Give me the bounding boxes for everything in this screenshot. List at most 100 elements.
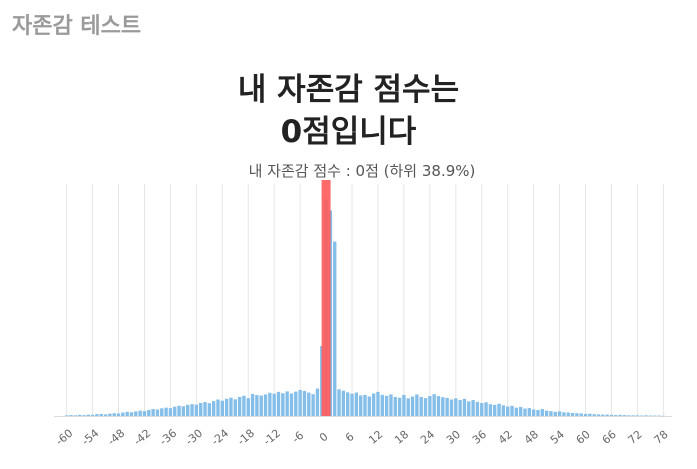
distribution-bar <box>255 395 259 416</box>
x-tick-label: 66 <box>600 428 619 447</box>
distribution-bar <box>527 408 531 416</box>
distribution-bar <box>540 409 544 416</box>
result-headline-line1: 내 자존감 점수는 <box>237 72 460 108</box>
distribution-bar <box>506 406 510 416</box>
distribution-bar <box>276 391 281 416</box>
x-tick-label: 30 <box>444 428 463 447</box>
distribution-bar <box>285 391 289 416</box>
distribution-bar <box>601 414 605 416</box>
distribution-bar <box>216 399 220 416</box>
distribution-bar <box>536 409 540 416</box>
distribution-bar <box>211 401 216 416</box>
distribution-bar <box>441 397 445 416</box>
distribution-bar <box>350 393 354 416</box>
distribution-bar <box>514 407 519 416</box>
distribution-chart: -60 -54 -48 -42 -36 -30 -24 -18 -12 -6 0 6 12 18 24 30 3… <box>0 180 697 465</box>
x-tick-label: 72 <box>626 428 645 447</box>
distribution-bar <box>562 412 566 416</box>
distribution-bar <box>419 396 423 416</box>
distribution-bar <box>406 398 410 416</box>
distribution-bar <box>618 414 622 416</box>
distribution-bar <box>605 414 609 416</box>
distribution-bar <box>250 393 255 416</box>
distribution-bar <box>289 393 294 416</box>
distribution-bar <box>596 414 601 416</box>
x-tick-label: 6 <box>343 430 357 444</box>
distribution-bar <box>108 413 112 416</box>
distribution-bar <box>151 409 155 416</box>
x-tick-label: 48 <box>522 428 541 447</box>
distribution-bar <box>648 415 653 417</box>
my-score-marker <box>321 180 331 416</box>
distribution-bar <box>380 394 384 416</box>
x-tick-label: -60 <box>53 427 75 449</box>
distribution-bar <box>661 415 666 417</box>
distribution-bar <box>121 412 125 416</box>
distribution-bar <box>168 408 173 416</box>
distribution-bar <box>454 398 458 416</box>
distribution-bar <box>307 392 311 416</box>
distribution-bar <box>95 414 99 416</box>
distribution-bar <box>501 405 506 416</box>
x-tick-label: 12 <box>366 428 385 447</box>
distribution-bar <box>592 414 596 416</box>
distribution-bar <box>432 394 436 416</box>
distribution-bar <box>389 394 393 416</box>
distribution-bar <box>363 394 367 416</box>
distribution-bar <box>116 413 121 416</box>
distribution-bar <box>311 394 315 416</box>
distribution-bar <box>237 396 242 416</box>
distribution-bar <box>402 394 406 416</box>
distribution-bar <box>484 402 488 416</box>
distribution-bar <box>544 410 549 416</box>
x-tick-label: 42 <box>496 428 515 447</box>
distribution-bar <box>272 393 276 416</box>
distribution-bar <box>233 399 237 416</box>
distribution-bar <box>449 399 454 416</box>
x-tick-label: 54 <box>548 428 567 447</box>
app-title: 자존감 테스트 <box>12 14 142 39</box>
distribution-bar <box>549 411 553 416</box>
distribution-bar <box>410 396 415 416</box>
distribution-bar <box>164 407 168 416</box>
distribution-bar <box>566 412 570 416</box>
distribution-bar <box>415 394 419 416</box>
distribution-bar <box>129 412 134 416</box>
x-tick-label: -54 <box>79 427 101 449</box>
distribution-bar <box>194 404 199 416</box>
distribution-bar <box>138 410 142 416</box>
distribution-bar <box>103 414 108 416</box>
distribution-bar <box>384 395 389 416</box>
distribution-bar <box>471 399 475 416</box>
distribution-bar <box>531 409 536 416</box>
distribution-bar <box>657 415 661 417</box>
distribution-bar <box>173 406 177 416</box>
distribution-bar <box>467 401 471 416</box>
distribution-bar <box>77 414 82 416</box>
distribution-bar <box>393 396 397 416</box>
distribution-bar <box>220 400 224 416</box>
distribution-bar <box>281 393 285 416</box>
distribution-bar <box>190 404 194 416</box>
distribution-bar <box>99 413 103 416</box>
distribution-bar <box>575 413 579 416</box>
distribution-bar <box>553 411 557 416</box>
distribution-bar <box>518 406 523 416</box>
distribution-bar <box>635 415 640 416</box>
distribution-bar <box>177 405 181 416</box>
distribution-bar <box>199 403 203 416</box>
distribution-bar <box>155 409 160 416</box>
distribution-bar <box>367 396 372 416</box>
distribution-bar <box>354 392 359 416</box>
distribution-bar <box>229 397 233 416</box>
distribution-bar <box>224 398 229 416</box>
distribution-bar <box>397 397 402 416</box>
x-tick-label: -18 <box>235 427 257 449</box>
result-headline-line2: 0점입니다 <box>280 114 417 150</box>
distribution-bar <box>160 408 164 416</box>
distribution-bar <box>263 394 268 416</box>
distribution-bar <box>631 415 635 416</box>
distribution-bar <box>186 404 190 416</box>
distribution-bar <box>557 411 562 416</box>
distribution-bar <box>423 398 428 416</box>
